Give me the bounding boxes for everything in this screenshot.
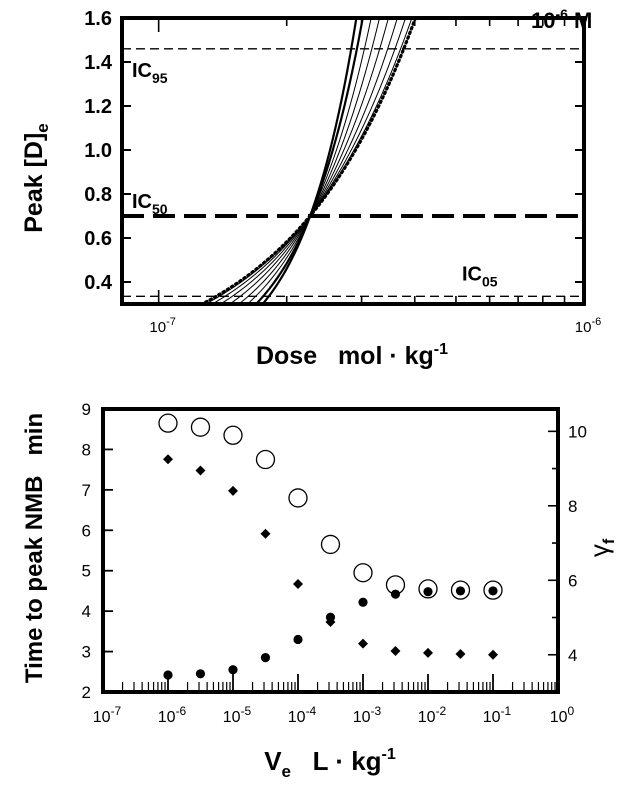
top-chart-thresholds <box>122 48 584 297</box>
diamond-point <box>195 465 206 476</box>
top-chart-curves <box>198 18 418 304</box>
open-circle-point <box>190 417 211 437</box>
bottom-y2-axis-label: γf <box>584 538 618 557</box>
bottom-y-tick-label: 9 <box>82 400 91 419</box>
diamond-point <box>228 485 238 496</box>
bottom-x-tick-label: 10-3 <box>353 704 382 726</box>
top-y-tick-label: 0.6 <box>84 228 112 250</box>
bottom-x-tick-label: 10-4 <box>288 704 317 726</box>
filled-circle-point <box>163 670 173 680</box>
diamond-point <box>293 579 303 590</box>
bottom-y-tick-label: 5 <box>82 562 91 581</box>
bottom-y2-tick-label: 6 <box>568 571 577 590</box>
bottom-y2-tick-label: 10 <box>568 422 587 441</box>
open-circle-point <box>418 579 438 599</box>
open-circle-point <box>450 580 471 600</box>
open-circle-point <box>255 449 276 470</box>
open-circle-point <box>288 488 308 508</box>
top-chart-ticks <box>122 17 585 304</box>
bottom-x-tick-label: 10-2 <box>418 704 447 726</box>
diamond-point <box>455 649 466 660</box>
bottom-x-tick-label: 10-1 <box>483 704 512 726</box>
top-x-tick-labels: 10-7 10-6 <box>149 316 601 336</box>
bottom-x-tick-label: 10-6 <box>158 704 187 726</box>
top-y-tick-label: 1.2 <box>84 96 112 118</box>
top-y-tick-label: 0.8 <box>84 184 112 206</box>
diamond-point <box>358 638 368 649</box>
bottom-y-tick-label: 6 <box>82 521 91 540</box>
top-x-axis-label: Dose mol · kg-1 <box>256 341 448 370</box>
series-filled-diamond <box>163 454 498 660</box>
bottom-y-tick-label: 3 <box>82 643 91 662</box>
filled-circle-point <box>488 586 498 596</box>
bottom-y2-tick-labels: 4 6 8 10 <box>568 422 587 664</box>
filled-circle-point <box>390 589 401 599</box>
bottom-y-axis-label: Time to peak NMB min <box>21 413 48 683</box>
dose-curve-6 <box>219 18 398 304</box>
top-chart-frame <box>120 16 586 306</box>
top-y-tick-label: 1.4 <box>84 52 113 74</box>
open-circle-point <box>223 425 243 445</box>
diamond-point <box>390 646 401 657</box>
top-y-axis-label: Peak [D]e <box>20 123 52 233</box>
top-unit-label: 10-6 M <box>531 6 592 33</box>
top-x-tick-label: 10-7 <box>149 316 175 336</box>
filled-circle-point <box>260 653 271 663</box>
open-circle-point <box>320 534 341 555</box>
bottom-chart-frame <box>101 407 560 694</box>
threshold-label-ic05: IC05 <box>462 263 498 289</box>
bottom-x-tick-labels: 10-7 10-6 10-5 10-4 10-3 10-2 10-1 100 <box>93 704 575 726</box>
bottom-y-tick-label: 2 <box>82 683 91 702</box>
dose-response-chart: 0.40.60.81.01.21.41.6 10-7 10-6 IC95IC50I… <box>20 6 601 370</box>
bottom-y-tick-label: 7 <box>82 481 91 500</box>
bottom-x-tick-label: 100 <box>550 704 575 726</box>
filled-circle-point <box>423 587 433 597</box>
bottom-x-axis-label: Ve L · kg-1 <box>264 746 396 781</box>
diamond-point <box>423 647 433 658</box>
diamond-point <box>260 528 271 539</box>
dose-curve-2 <box>254 18 364 304</box>
filled-circle-point <box>228 665 238 675</box>
dose-curve-4 <box>238 18 381 304</box>
filled-circle-point <box>293 634 303 645</box>
open-circle-point <box>483 580 503 600</box>
dose-curve-8 <box>204 18 413 304</box>
bottom-chart-points <box>158 413 503 680</box>
bottom-y-tick-label: 4 <box>82 602 91 621</box>
filled-circle-point <box>195 669 206 679</box>
top-threshold-labels: IC95 IC50 IC05 <box>132 60 498 289</box>
filled-circle-point <box>358 597 368 607</box>
dose-curve-3 <box>246 18 372 304</box>
threshold-label-ic95: IC95 <box>132 60 168 86</box>
bottom-x-tick-label: 10-7 <box>93 704 122 726</box>
threshold-label-ic50: IC50 <box>132 191 168 217</box>
bottom-y-tick-label: 8 <box>82 440 91 459</box>
diamond-point <box>325 616 336 627</box>
diamond-point <box>488 649 498 660</box>
open-circle-point <box>158 413 178 433</box>
bottom-y-tick-labels: 2 3 4 5 6 7 8 9 <box>82 400 91 702</box>
bottom-y2-tick-label: 4 <box>568 646 577 665</box>
diamond-point <box>163 454 173 465</box>
top-y-tick-label: 1.6 <box>84 8 112 30</box>
series-filled-circle <box>163 586 498 680</box>
dose-curve-9 <box>198 18 418 304</box>
dose-curve-1 <box>261 18 358 304</box>
bottom-y2-tick-label: 8 <box>568 497 577 516</box>
dose-curve-5 <box>228 18 389 304</box>
top-y-tick-label: 1.0 <box>84 140 112 162</box>
filled-circle-point <box>455 586 466 596</box>
open-circle-point <box>353 563 373 583</box>
bottom-chart-ticks <box>102 408 559 693</box>
dose-curve-7 <box>211 18 407 304</box>
top-y-tick-label: 0.4 <box>84 272 113 294</box>
bottom-x-tick-label: 10-5 <box>223 704 252 726</box>
top-y-tick-labels: 0.4 0.6 0.8 1.0 1.2 1.4 1.6 <box>84 8 113 294</box>
top-x-tick-label: 10-6 <box>575 316 601 336</box>
series-open-circle <box>158 413 503 600</box>
